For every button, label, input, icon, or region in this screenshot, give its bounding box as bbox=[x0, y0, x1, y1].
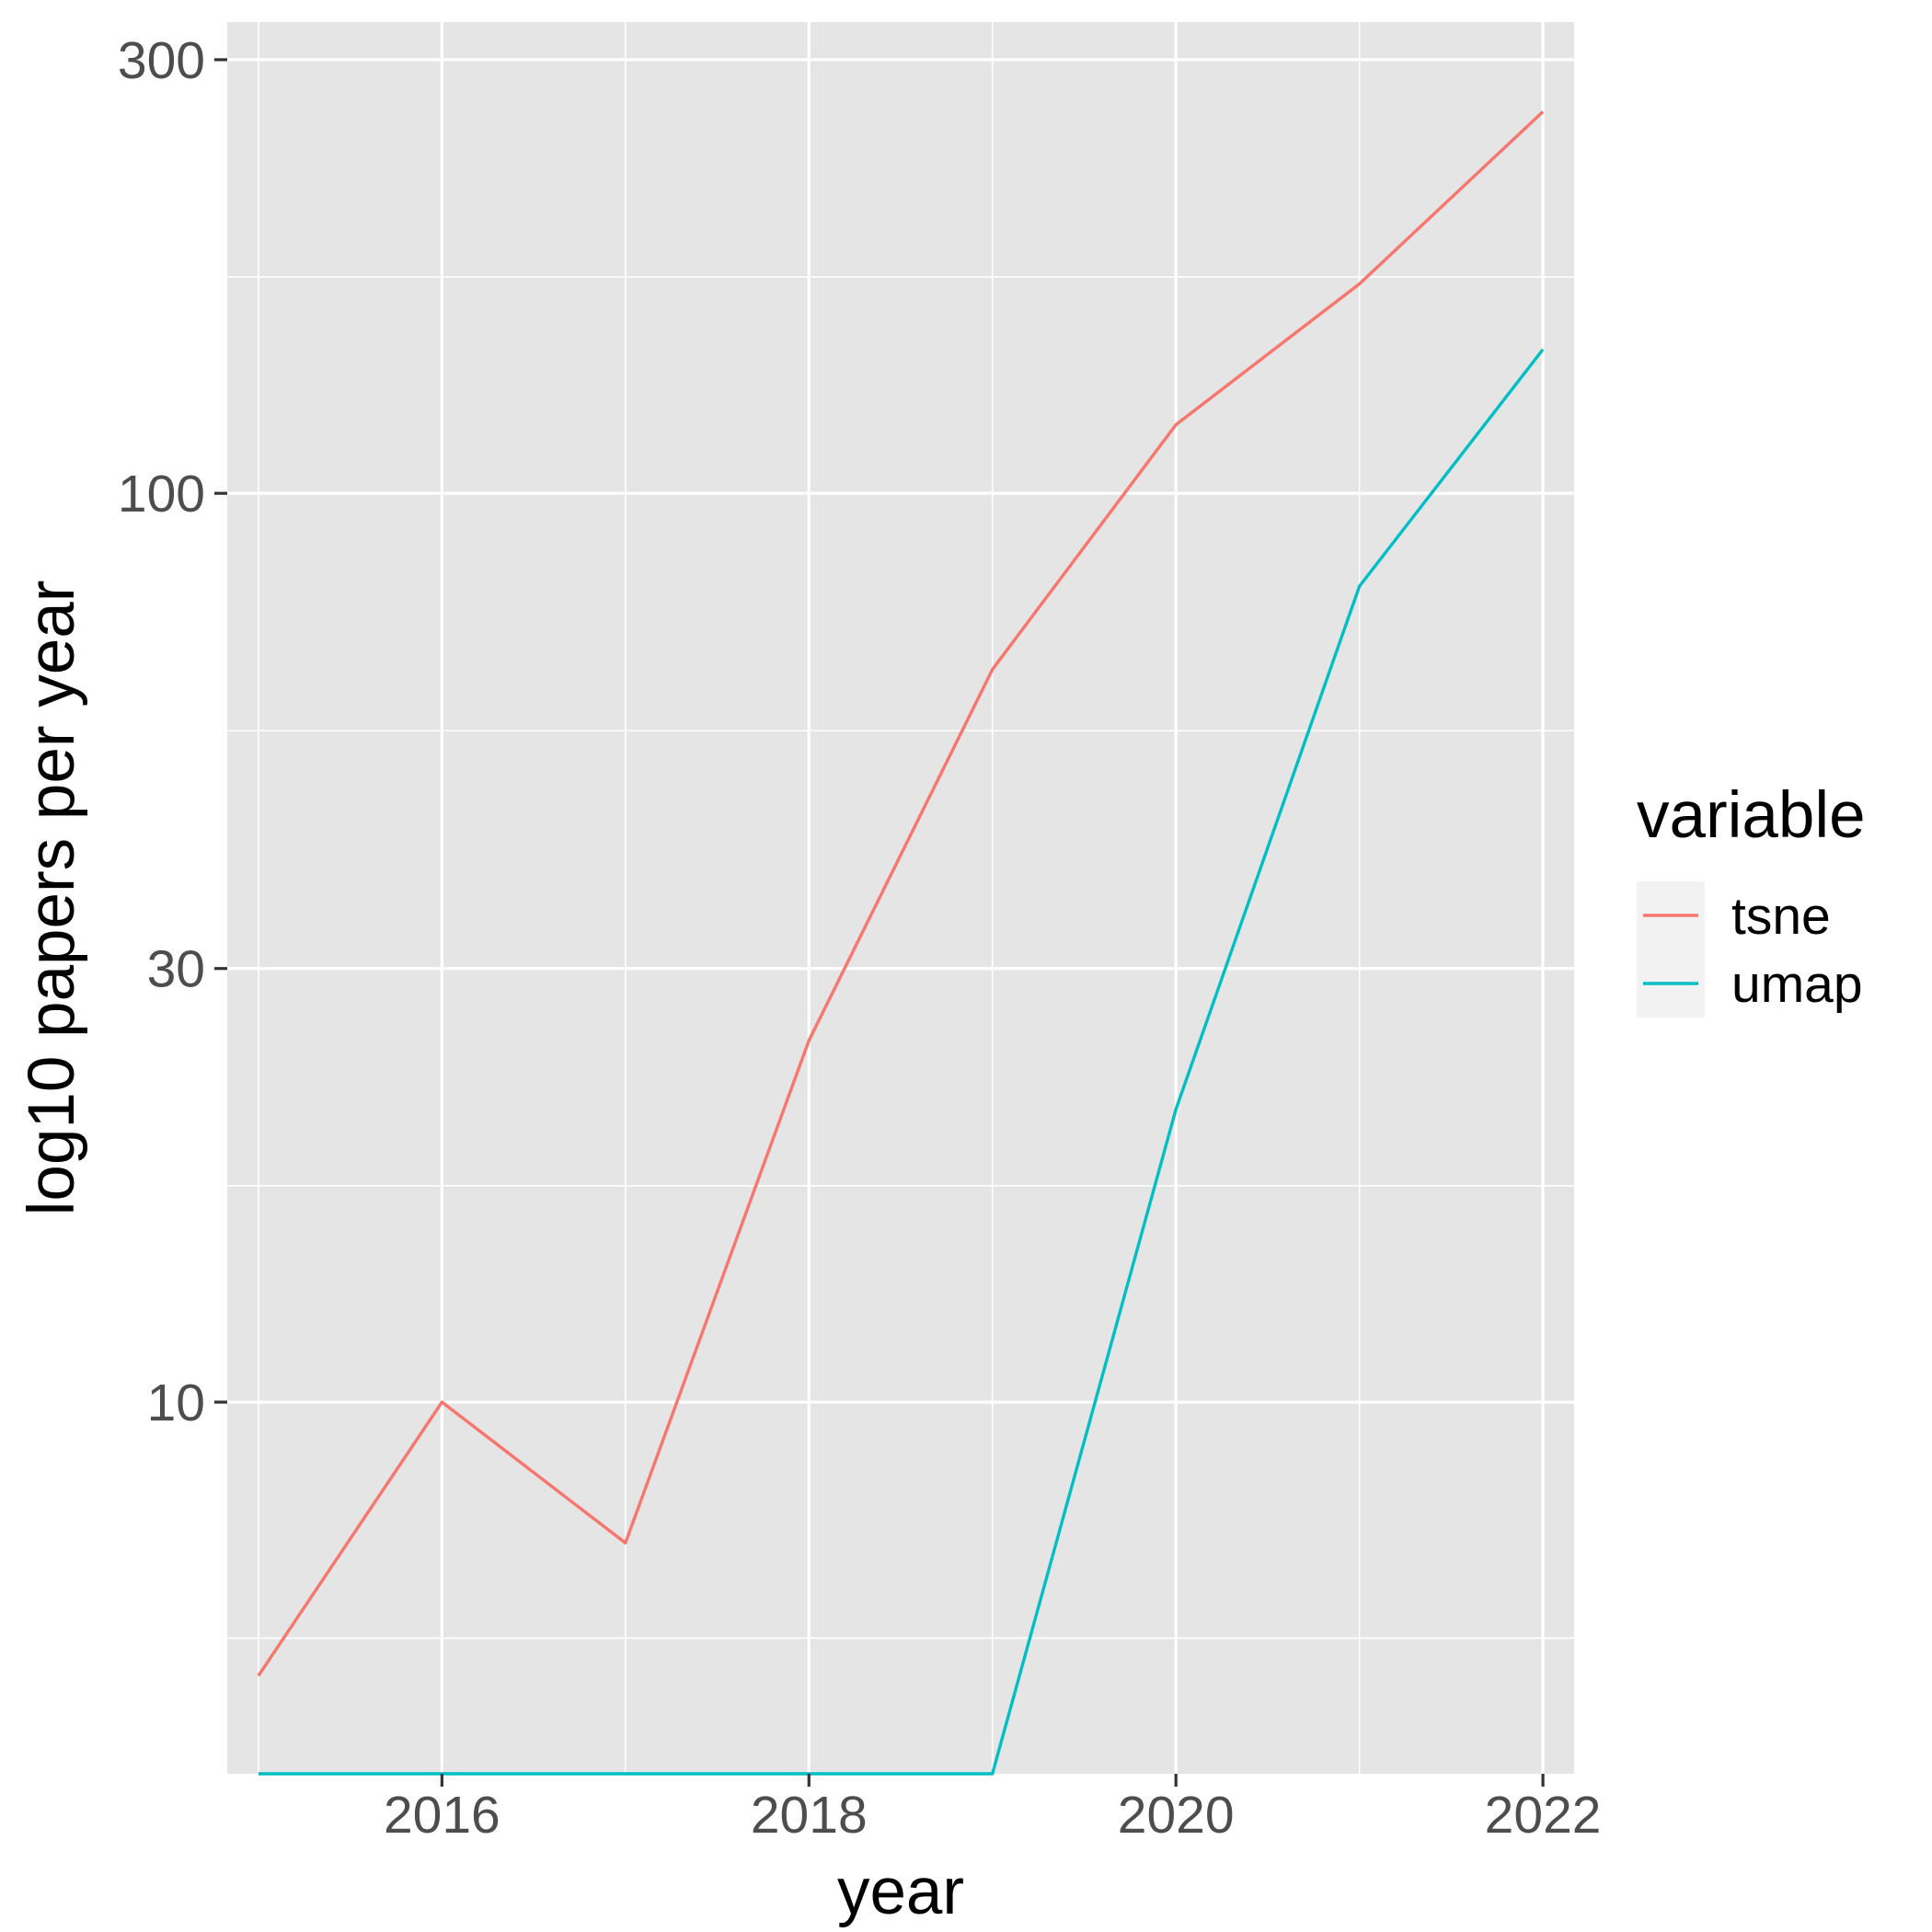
legend-key-background bbox=[1637, 881, 1705, 1018]
y-tick-label: 30 bbox=[147, 940, 205, 999]
series-line-tsne bbox=[257, 110, 1545, 1677]
y-tick-label: 100 bbox=[118, 465, 205, 523]
legend-title: variable bbox=[1637, 779, 1866, 852]
legend-items: tsne umap bbox=[1637, 881, 1863, 1018]
major-grid bbox=[227, 22, 1574, 1774]
legend-label-umap: umap bbox=[1731, 955, 1863, 1014]
x-tick-label: 2016 bbox=[384, 1786, 500, 1845]
minor-grid bbox=[227, 22, 1574, 1774]
tick-labels: 2016 2018 2020 2022 10 30 100 300 bbox=[118, 31, 1602, 1845]
series-lines bbox=[257, 110, 1545, 1776]
legend: variable tsne umap bbox=[1637, 779, 1866, 1018]
x-tick-label: 2018 bbox=[751, 1786, 868, 1845]
legend-label-tsne: tsne bbox=[1731, 887, 1831, 946]
y-axis-title: log10 papers per year bbox=[16, 581, 88, 1216]
series-line-umap bbox=[258, 348, 1545, 1776]
y-tick-label: 10 bbox=[147, 1374, 205, 1432]
y-tick-label: 300 bbox=[118, 31, 205, 90]
x-axis-title: year bbox=[837, 1856, 964, 1928]
x-tick-label: 2020 bbox=[1118, 1786, 1235, 1845]
plot-panel bbox=[227, 22, 1574, 1774]
x-tick-label: 2022 bbox=[1485, 1786, 1602, 1845]
axis-ticks bbox=[214, 58, 1545, 1787]
